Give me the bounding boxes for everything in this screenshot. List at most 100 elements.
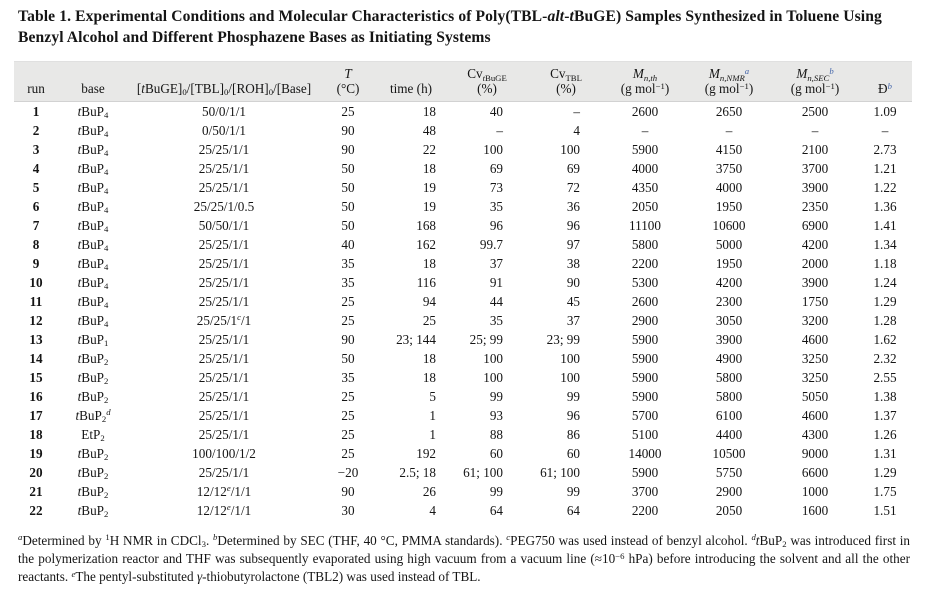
cell-conv-tbl: 99 — [566, 388, 580, 404]
cell-conv-tbuge: 99.7 — [479, 236, 503, 252]
cell-ratio: 25/25/1/1 — [198, 350, 250, 366]
cell-run: 10 — [29, 274, 43, 290]
cell-base: tBuP4 — [77, 274, 109, 292]
cell-mn-sec: 4600 — [801, 331, 829, 347]
cell-ratio: 100/100/1/2 — [192, 445, 256, 461]
cell-conv-tbuge: 99 — [489, 483, 503, 499]
cell-time: 48 — [422, 122, 436, 138]
table-row: 10 tBuP4 25/25/1/1 35 116 91 90 5300 4200 3900 1.2… — [14, 273, 912, 292]
table-row: 9 tBuP4 25/25/1/1 35 18 37 38 2200 1950 2000 1.18 — [14, 254, 912, 273]
cell-time: 2.5; 18 — [399, 464, 436, 480]
col-header-mn-th: Mn,th (g mol−1) — [604, 61, 686, 102]
cell-ratio: 25/25/1/1 — [198, 293, 250, 309]
table-row: 18 EtP2 25/25/1/1 25 1 88 86 5100 4400 4300 1.26 — [14, 425, 912, 444]
cell-ratio: 25/25/1/1 — [198, 255, 250, 271]
cell-mn-sec: 4300 — [801, 426, 829, 442]
table-row: 6 tBuP4 25/25/1/0.5 50 19 35 36 2050 1950 2350 1.3… — [14, 197, 912, 216]
cell-ratio: 25/25/1/1 — [198, 236, 250, 252]
cell-mn-sec: 3700 — [801, 160, 829, 176]
cell-conv-tbuge: 100 — [483, 369, 503, 385]
cell-run: 14 — [29, 350, 43, 366]
cell-mn-th: 5900 — [631, 464, 659, 480]
cell-mn-th: 5900 — [631, 141, 659, 157]
cell-time: 22 — [422, 141, 436, 157]
cell-base: tBuP2 — [77, 464, 109, 482]
cell-dispersity: 2.55 — [873, 369, 897, 385]
cell-mn-sec: 1750 — [801, 293, 829, 309]
cell-dispersity: 2.73 — [873, 141, 897, 157]
cell-temperature: 35 — [341, 274, 355, 290]
cell-conv-tbuge: 99 — [489, 388, 503, 404]
cell-mn-th: 5900 — [631, 388, 659, 404]
cell-time: 1 — [429, 426, 436, 442]
cell-time: 18 — [422, 160, 436, 176]
cell-conv-tbuge: 35 — [489, 312, 503, 328]
cell-conv-tbl: 23; 99 — [546, 331, 580, 347]
cell-mn-nmr: 2300 — [715, 293, 743, 309]
table-footnotes: aDetermined by 1H NMR in CDCl3. bDetermi… — [18, 532, 911, 585]
cell-base: tBuP4 — [77, 141, 109, 159]
cell-mn-nmr: 4150 — [715, 141, 743, 157]
cell-dispersity: 1.22 — [873, 179, 897, 195]
cell-ratio: 25/25/1/1 — [198, 274, 250, 290]
cell-run: 2 — [32, 122, 40, 138]
cell-base: tBuP2d — [75, 407, 111, 425]
cell-ratio: 25/25/1/1 — [198, 388, 250, 404]
cell-dispersity: 1.51 — [873, 502, 897, 518]
cell-temperature: 50 — [341, 198, 355, 214]
cell-conv-tbuge: 61; 100 — [463, 464, 503, 480]
table-row: 12 tBuP4 25/25/1c/1 25 25 35 37 2900 3050 3200 1.2… — [14, 311, 912, 330]
col-header-temperature: T (°C) — [320, 61, 376, 102]
cell-conv-tbuge: 96 — [489, 217, 503, 233]
cell-base: tBuP4 — [77, 312, 109, 330]
col-header-base: base — [58, 61, 128, 102]
cell-temperature: 25 — [341, 426, 355, 442]
cell-temperature: 90 — [341, 141, 355, 157]
cell-base: tBuP4 — [77, 160, 109, 178]
cell-mn-sec: 2000 — [801, 255, 829, 271]
cell-conv-tbuge: 44 — [489, 293, 503, 309]
cell-ratio: 25/25/1/1 — [198, 464, 250, 480]
col-header-conv-tbl: CvTBL (%) — [528, 61, 604, 102]
cell-time: 25 — [422, 312, 436, 328]
cell-mn-nmr: – — [725, 122, 733, 138]
cell-mn-sec: 4200 — [801, 236, 829, 252]
cell-mn-th: 5800 — [631, 236, 659, 252]
cell-mn-nmr: 4900 — [715, 350, 743, 366]
table-row: 4 tBuP4 25/25/1/1 50 18 69 69 4000 3750 3700 1.21 — [14, 159, 912, 178]
cell-time: 18 — [422, 103, 436, 119]
cell-temperature: 30 — [341, 502, 355, 518]
cell-dispersity: 1.75 — [873, 483, 897, 499]
cell-dispersity: 1.37 — [873, 407, 897, 423]
cell-temperature: 50 — [341, 160, 355, 176]
cell-conv-tbl: 36 — [566, 198, 580, 214]
cell-conv-tbuge: 64 — [489, 502, 503, 518]
cell-mn-th: 5900 — [631, 350, 659, 366]
table-row: 2 tBuP4 0/50/1/1 90 48 – 4 – – – – — [14, 121, 912, 140]
col-header-ratio: [tBuGE]0/[TBL]0/[ROH]0/[Base] — [128, 61, 320, 102]
cell-conv-tbuge: 93 — [489, 407, 503, 423]
cell-mn-nmr: 4200 — [715, 274, 743, 290]
cell-mn-nmr: 4000 — [715, 179, 743, 195]
col-header-mn-sec: Mn,SECb (g mol−1) — [772, 61, 858, 102]
cell-run: 17 — [29, 407, 43, 423]
cell-conv-tbuge: 88 — [489, 426, 503, 442]
cell-conv-tbl: 69 — [566, 160, 580, 176]
cell-temperature: 50 — [341, 217, 355, 233]
table-row: 21 tBuP2 12/12e/1/1 90 26 99 99 3700 2900 1000 1.7… — [14, 482, 912, 501]
cell-run: 6 — [32, 198, 40, 214]
cell-mn-sec: 3200 — [801, 312, 829, 328]
cell-time: 19 — [422, 179, 436, 195]
table-row: 3 tBuP4 25/25/1/1 90 22 100 100 5900 4150 2100 2.7… — [14, 140, 912, 159]
cell-base: tBuP4 — [77, 293, 109, 311]
cell-run: 21 — [29, 483, 43, 499]
cell-ratio: 25/25/1/1 — [198, 141, 250, 157]
cell-ratio: 25/25/1/0.5 — [193, 198, 255, 214]
cell-time: 1 — [429, 407, 436, 423]
cell-ratio: 25/25/1/1 — [198, 407, 250, 423]
cell-conv-tbuge: 100 — [483, 350, 503, 366]
cell-base: tBuP4 — [77, 103, 109, 121]
table-row: 22 tBuP2 12/12e/1/1 30 4 64 64 2200 2050 1600 1.51 — [14, 501, 912, 520]
cell-conv-tbl: 97 — [566, 236, 580, 252]
cell-conv-tbuge: 37 — [489, 255, 503, 271]
